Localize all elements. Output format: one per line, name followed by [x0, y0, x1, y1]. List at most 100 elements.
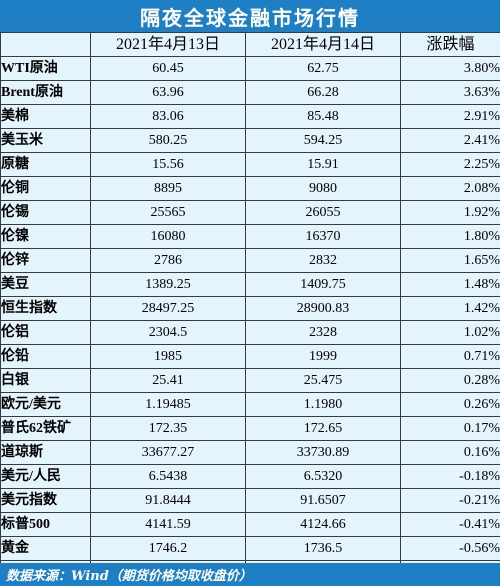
- price-2021-04-13: 83.06: [90, 104, 246, 129]
- change-percent: -0.41%: [400, 512, 500, 537]
- price-2021-04-14: 172.65: [245, 416, 401, 441]
- instrument-name: WTI原油: [0, 56, 91, 81]
- price-2021-04-13: 33677.27: [90, 440, 246, 465]
- change-percent: 1.42%: [400, 296, 500, 321]
- table-row: 美元/人民 6.5438 6.5320 -0.18%: [0, 464, 500, 489]
- table-row: 普氏62铁矿 172.35 172.65 0.17%: [0, 416, 500, 441]
- table-row: 伦镍 16080 16370 1.80%: [0, 224, 500, 249]
- change-percent: 1.92%: [400, 200, 500, 225]
- instrument-name: 美玉米: [0, 128, 91, 153]
- change-percent: 2.08%: [400, 176, 500, 201]
- table-row: 伦铅 1985 1999 0.71%: [0, 344, 500, 369]
- price-2021-04-13: 8895: [90, 176, 246, 201]
- instrument-name: 伦铅: [0, 344, 91, 369]
- instrument-name: 美棉: [0, 104, 91, 129]
- price-2021-04-13: 63.96: [90, 80, 246, 105]
- price-2021-04-14: 66.28: [245, 80, 401, 105]
- change-percent: 0.16%: [400, 440, 500, 465]
- instrument-name: 伦锡: [0, 200, 91, 225]
- table-row: 伦锡 25565 26055 1.92%: [0, 200, 500, 225]
- table-row: 伦铝 2304.5 2328 1.02%: [0, 320, 500, 345]
- change-percent: 1.48%: [400, 272, 500, 297]
- change-percent: 0.28%: [400, 368, 500, 393]
- table-row: 标普500 4141.59 4124.66 -0.41%: [0, 512, 500, 537]
- table-row: 美豆 1389.25 1409.75 1.48%: [0, 272, 500, 297]
- instrument-name: Brent原油: [0, 80, 91, 105]
- price-2021-04-13: 28497.25: [90, 296, 246, 321]
- change-percent: 2.41%: [400, 128, 500, 153]
- instrument-name: 伦铜: [0, 176, 91, 201]
- change-percent: 0.17%: [400, 416, 500, 441]
- price-2021-04-14: 4124.66: [245, 512, 401, 537]
- table-row: 恒生指数 28497.25 28900.83 1.42%: [0, 296, 500, 321]
- change-percent: 0.71%: [400, 344, 500, 369]
- table-row: WTI原油 60.45 62.75 3.80%: [0, 56, 500, 81]
- price-2021-04-13: 6.5438: [90, 464, 246, 489]
- change-percent: 1.02%: [400, 320, 500, 345]
- change-percent: 2.25%: [400, 152, 500, 177]
- price-2021-04-13: 16080: [90, 224, 246, 249]
- change-percent: 1.80%: [400, 224, 500, 249]
- price-2021-04-13: 4141.59: [90, 512, 246, 537]
- price-2021-04-14: 15.91: [245, 152, 401, 177]
- price-2021-04-13: 25565: [90, 200, 246, 225]
- instrument-name: 欧元/美元: [0, 392, 91, 417]
- table-row: 美玉米 580.25 594.25 2.41%: [0, 128, 500, 153]
- instrument-name: 原糖: [0, 152, 91, 177]
- price-2021-04-14: 26055: [245, 200, 401, 225]
- table-row: Brent原油 63.96 66.28 3.63%: [0, 80, 500, 105]
- header-date-2: 2021年4月14日: [245, 32, 401, 57]
- table-row: 欧元/美元 1.19485 1.1980 0.26%: [0, 392, 500, 417]
- instrument-name: 黄金: [0, 536, 91, 561]
- table-row: 道琼斯 33677.27 33730.89 0.16%: [0, 440, 500, 465]
- header-item: [0, 32, 91, 57]
- table-row: 伦锌 2786 2832 1.65%: [0, 248, 500, 273]
- change-percent: 0.26%: [400, 392, 500, 417]
- price-2021-04-14: 1999: [245, 344, 401, 369]
- change-percent: 3.63%: [400, 80, 500, 105]
- header-date-1: 2021年4月13日: [90, 32, 246, 57]
- price-2021-04-14: 33730.89: [245, 440, 401, 465]
- change-percent: 1.65%: [400, 248, 500, 273]
- table-row: 美元指数 91.8444 91.6507 -0.21%: [0, 488, 500, 513]
- price-2021-04-14: 28900.83: [245, 296, 401, 321]
- instrument-name: 白银: [0, 368, 91, 393]
- price-2021-04-13: 60.45: [90, 56, 246, 81]
- instrument-name: 美元指数: [0, 488, 91, 513]
- table-row: 原糖 15.56 15.91 2.25%: [0, 152, 500, 177]
- market-table: 2021年4月13日 2021年4月14日 涨跌幅 WTI原油 60.45 62.7…: [0, 32, 500, 585]
- price-2021-04-14: 91.6507: [245, 488, 401, 513]
- table-body: WTI原油 60.45 62.75 3.80% Brent原油 63.96 66.28 3.6…: [0, 56, 500, 585]
- price-2021-04-13: 1746.2: [90, 536, 246, 561]
- instrument-name: 道琼斯: [0, 440, 91, 465]
- price-2021-04-13: 91.8444: [90, 488, 246, 513]
- price-2021-04-14: 62.75: [245, 56, 401, 81]
- table-row: 白银 25.41 25.475 0.28%: [0, 368, 500, 393]
- price-2021-04-13: 2786: [90, 248, 246, 273]
- table-row: 伦铜 8895 9080 2.08%: [0, 176, 500, 201]
- instrument-name: 普氏62铁矿: [0, 416, 91, 441]
- change-percent: 2.91%: [400, 104, 500, 129]
- price-2021-04-14: 6.5320: [245, 464, 401, 489]
- table-row: 美棉 83.06 85.48 2.91%: [0, 104, 500, 129]
- price-2021-04-13: 1389.25: [90, 272, 246, 297]
- report-title: 隔夜全球金融市场行情: [0, 0, 500, 32]
- price-2021-04-13: 25.41: [90, 368, 246, 393]
- instrument-name: 伦铝: [0, 320, 91, 345]
- price-2021-04-13: 1.19485: [90, 392, 246, 417]
- price-2021-04-14: 9080: [245, 176, 401, 201]
- price-2021-04-14: 16370: [245, 224, 401, 249]
- price-2021-04-14: 1736.5: [245, 536, 401, 561]
- instrument-name: 标普500: [0, 512, 91, 537]
- price-2021-04-14: 85.48: [245, 104, 401, 129]
- price-2021-04-14: 594.25: [245, 128, 401, 153]
- price-2021-04-13: 15.56: [90, 152, 246, 177]
- instrument-name: 美元/人民: [0, 464, 91, 489]
- header-row: 2021年4月13日 2021年4月14日 涨跌幅: [0, 32, 500, 57]
- change-percent: -0.56%: [400, 536, 500, 561]
- price-2021-04-13: 1985: [90, 344, 246, 369]
- instrument-name: 美豆: [0, 272, 91, 297]
- table-row: 黄金 1746.2 1736.5 -0.56%: [0, 536, 500, 561]
- data-source-note: 数据来源：Wind（期货价格均取收盘价）: [0, 563, 500, 586]
